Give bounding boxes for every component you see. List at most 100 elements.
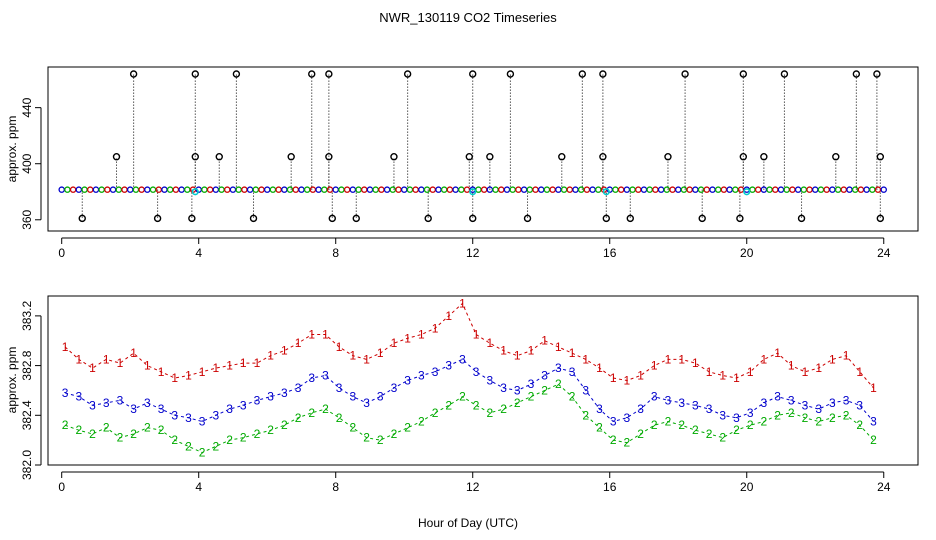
baseline-point bbox=[537, 186, 545, 193]
series-3-point: 3 bbox=[651, 390, 658, 404]
series-1-point: 1 bbox=[103, 352, 110, 366]
outlier-point-low bbox=[249, 214, 258, 223]
series-3-point: 3 bbox=[487, 374, 494, 388]
series-3-point: 3 bbox=[514, 383, 521, 397]
baseline-point bbox=[161, 186, 168, 193]
series-3-point: 3 bbox=[473, 365, 480, 379]
series-1-point: 1 bbox=[856, 365, 863, 379]
series-2-point: 2 bbox=[665, 415, 672, 429]
baseline-point bbox=[303, 186, 311, 193]
baseline-point bbox=[343, 186, 351, 193]
baseline-point bbox=[286, 186, 294, 193]
baseline-point bbox=[857, 186, 865, 193]
series-3-point: 3 bbox=[692, 398, 699, 412]
series-3-point: 3 bbox=[788, 393, 795, 407]
baseline-point bbox=[138, 186, 145, 193]
baseline-point bbox=[349, 186, 357, 193]
baseline-point bbox=[269, 186, 277, 193]
series-2-point: 2 bbox=[596, 421, 603, 435]
series-1-point: 1 bbox=[555, 340, 562, 354]
series-1-point: 1 bbox=[322, 328, 329, 342]
series-3-point: 3 bbox=[459, 352, 466, 366]
series-1-point: 1 bbox=[637, 369, 644, 383]
series-2-point: 2 bbox=[308, 406, 315, 420]
baseline-point bbox=[869, 186, 876, 193]
series-1-point: 1 bbox=[459, 296, 466, 310]
outlier-point-high bbox=[191, 70, 199, 78]
outlier-point-high bbox=[469, 70, 477, 78]
baseline-point bbox=[315, 186, 322, 193]
series-1-point: 1 bbox=[377, 346, 384, 360]
outlier-point-high bbox=[232, 70, 241, 78]
baseline-point bbox=[555, 186, 562, 193]
series-3-point: 3 bbox=[624, 411, 631, 425]
top-panel-marks bbox=[58, 70, 887, 223]
series-1-point: 1 bbox=[487, 336, 494, 350]
baseline-point bbox=[69, 186, 77, 193]
series-2-point: 2 bbox=[295, 411, 302, 425]
baseline-point bbox=[766, 186, 773, 193]
baseline-point bbox=[184, 186, 191, 193]
baseline-point bbox=[686, 186, 693, 193]
baseline-point bbox=[498, 186, 505, 193]
series-3-point: 3 bbox=[103, 396, 110, 410]
baseline-point bbox=[680, 186, 688, 193]
series-1-point: 1 bbox=[295, 336, 302, 350]
series-1-point: 1 bbox=[706, 365, 713, 379]
baseline-point bbox=[155, 186, 162, 193]
baseline-point bbox=[389, 186, 397, 193]
baseline-point bbox=[92, 186, 100, 193]
series-2-point: 2 bbox=[75, 423, 82, 437]
baseline-point bbox=[595, 186, 602, 193]
series-1-point: 1 bbox=[665, 352, 672, 366]
baseline-point bbox=[309, 186, 317, 193]
series-3-point: 3 bbox=[295, 381, 302, 395]
series-3-point: 3 bbox=[226, 402, 233, 416]
baseline-point bbox=[566, 186, 574, 193]
baseline-point bbox=[754, 186, 762, 193]
baseline-point bbox=[623, 186, 631, 193]
series-3-point: 3 bbox=[322, 369, 329, 383]
baseline-point bbox=[412, 186, 419, 193]
baseline-point bbox=[612, 186, 619, 193]
series-2-point: 2 bbox=[761, 415, 768, 429]
baseline-point bbox=[400, 186, 408, 193]
outlier-point-mid bbox=[112, 153, 121, 161]
series-2-point: 2 bbox=[185, 439, 192, 453]
baseline-point bbox=[532, 186, 539, 193]
baseline-point bbox=[458, 186, 465, 193]
series-3-point: 3 bbox=[144, 396, 151, 410]
baseline-point bbox=[98, 186, 105, 193]
series-1-point: 1 bbox=[404, 331, 411, 345]
top-y-tick-label: 360 bbox=[20, 209, 34, 229]
series-2-point: 2 bbox=[89, 427, 96, 441]
top-x-tick-label: 12 bbox=[466, 246, 480, 260]
series-1-point: 1 bbox=[596, 361, 603, 375]
baseline-point bbox=[840, 186, 848, 193]
outlier-point-mid bbox=[325, 153, 333, 161]
series-2-point: 2 bbox=[445, 398, 452, 412]
series-3-point: 3 bbox=[62, 386, 69, 400]
baseline-point bbox=[383, 186, 391, 193]
baseline-point bbox=[789, 186, 796, 193]
series-2-point: 2 bbox=[719, 431, 726, 445]
series-3-point: 3 bbox=[117, 393, 124, 407]
baseline-point bbox=[86, 186, 94, 193]
bottom-x-tick-label: 4 bbox=[195, 480, 202, 494]
baseline-point bbox=[635, 186, 642, 193]
bottom-panel-y-label: approx. ppm bbox=[5, 347, 19, 414]
baseline-point bbox=[212, 186, 220, 193]
series-2-point: 2 bbox=[62, 418, 69, 432]
series-3-point: 3 bbox=[870, 415, 877, 429]
baseline-point bbox=[863, 186, 870, 193]
outlier-point-mid bbox=[599, 153, 607, 161]
bottom-y-tick-label: 383.2 bbox=[20, 301, 34, 331]
baseline-point bbox=[829, 186, 836, 193]
baseline-point bbox=[669, 186, 676, 193]
series-1-point: 1 bbox=[75, 352, 82, 366]
series-3-point: 3 bbox=[541, 369, 548, 383]
baseline-point bbox=[880, 186, 887, 193]
series-1-point: 1 bbox=[514, 349, 521, 363]
outlier-point-low bbox=[153, 214, 162, 223]
baseline-point bbox=[703, 186, 711, 193]
